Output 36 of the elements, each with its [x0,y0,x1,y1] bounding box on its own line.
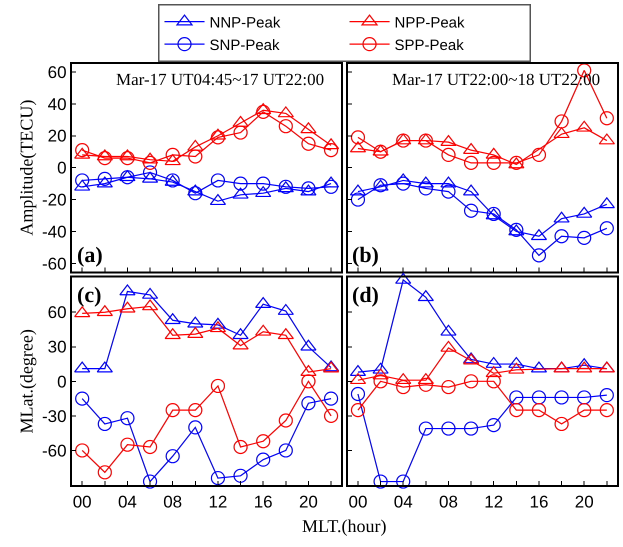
y-tick-label: 40 [48,94,67,114]
y-tick-label: -60 [42,254,67,274]
x-tick-label: 20 [574,492,594,512]
y-axis-title: Amplitude(TECU) [16,100,37,236]
annotation: (d) [352,282,379,307]
x-tick-label: 04 [118,492,137,512]
x-tick-label: 20 [298,492,318,512]
y-tick-label: -60 [42,441,67,460]
x-tick-label: 16 [254,492,273,512]
chart-title: Mar-17 UT04:45~17 UT22:00 [116,70,324,89]
y-tick-label: 60 [48,62,67,82]
x-tick-label: 08 [163,492,182,512]
x-tick-label: 16 [529,492,548,512]
y-tick-label: -30 [42,406,67,426]
annotation: (a) [77,242,103,267]
y-tick-label: 60 [48,303,67,322]
legend-label: NNP-Peak [210,14,281,32]
y-tick-label: -40 [42,222,67,242]
y-tick-label: 0 [57,158,67,178]
x-tick-label: 08 [438,492,458,512]
y-tick-label: -20 [42,190,67,210]
x-tick-label: 04 [394,492,413,512]
x-tick-label: 12 [484,492,504,512]
x-axis-title: MLT.(hour) [302,516,386,536]
y-axis-title: MLat.(degree) [16,329,37,434]
x-tick-label: 00 [72,492,92,512]
annotation: (b) [352,242,379,267]
y-tick-label: 20 [48,126,67,146]
y-tick-label: 0 [57,372,67,392]
x-tick-label: 00 [348,492,368,512]
x-tick-label: 12 [208,492,228,512]
legend-label: NPP-Peak [394,14,466,32]
legend-label: SNP-Peak [210,36,280,54]
annotation: (c) [77,282,102,307]
legend-label: SPP-Peak [394,36,464,54]
y-tick-label: 30 [48,338,67,357]
